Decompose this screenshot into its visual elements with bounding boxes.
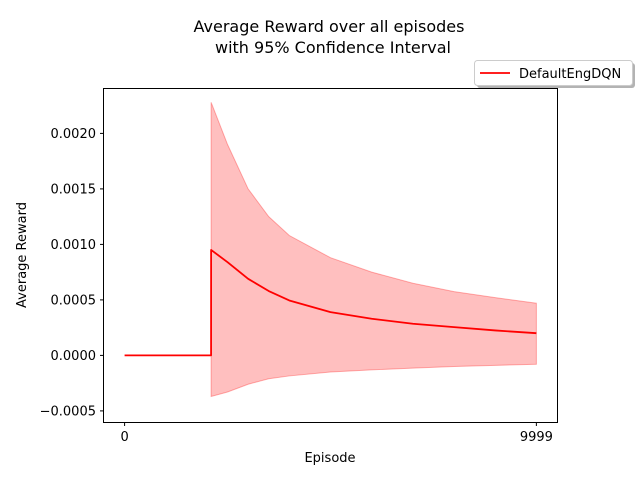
chart-subtitle: with 95% Confidence Interval	[215, 38, 451, 57]
y-tick-label: 0.0000	[51, 349, 97, 364]
y-tick-label: 0.0010	[51, 238, 97, 253]
x-tick-label: 0	[120, 430, 128, 445]
series-line-layer	[124, 249, 537, 357]
confidence-band-layer	[210, 102, 537, 398]
chart-title: Average Reward over all episodes	[194, 17, 465, 36]
axes-frame	[103, 88, 558, 423]
legend: DefaultEngDQN	[474, 60, 635, 88]
x-tick-label: 9999	[520, 430, 553, 445]
y-tick-label: 0.0020	[51, 127, 97, 142]
legend-label: DefaultEngDQN	[519, 67, 621, 82]
y-axis-ticks: −0.0005 0.0000 0.0005 0.0010 0.0015 0.0020	[40, 127, 104, 419]
confidence-band	[210, 102, 537, 398]
legend-box	[474, 60, 633, 86]
y-tick-label: 0.0015	[51, 182, 97, 197]
y-tick-label: 0.0005	[51, 293, 97, 308]
x-axis-label: Episode	[304, 451, 355, 466]
x-axis-ticks: 0 9999	[120, 422, 553, 445]
y-tick-label: −0.0005	[40, 404, 96, 419]
series-line-0	[124, 249, 537, 357]
y-axis-label: Average Reward	[15, 202, 30, 308]
